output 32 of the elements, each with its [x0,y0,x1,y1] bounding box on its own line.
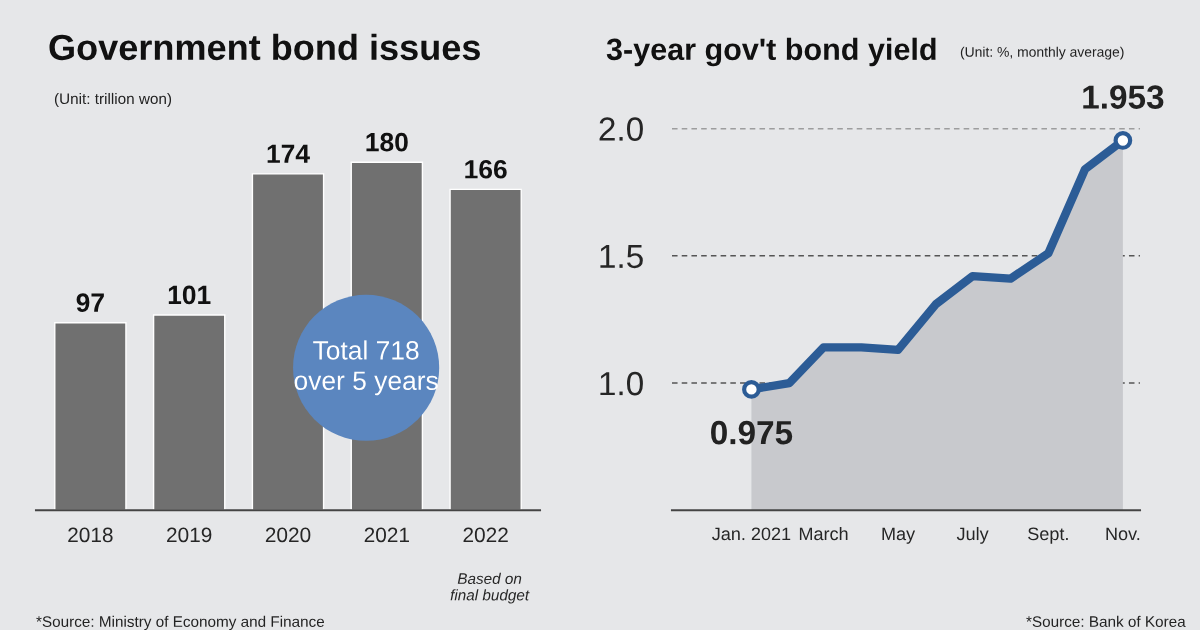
data-label: 180 [366,132,408,152]
y-tick-label: 1.5 [600,244,643,269]
data-label: 174 [267,144,310,163]
bar [449,188,522,511]
chart-title: Government bond issues [49,33,480,61]
data-label: 0.975 [711,420,793,445]
text: *Source: Bank of Korea [1026,615,1186,627]
chart-subtitle: (Unit: %, monthly average) [960,46,1124,60]
text: Based on final budget [450,572,530,604]
x-tick-label: July [956,526,989,544]
x-tick-label: Sept. [1028,527,1068,544]
x-tick-label: May [882,527,916,544]
y-tick-label: 1.0 [600,371,643,396]
data-label: 1.953 [1083,85,1164,109]
x-tick-label: 2019 [167,527,212,543]
y-tick-label: 2.0 [599,117,643,141]
x-tick-label: Jan. 2021 [712,527,791,541]
x-tick-label: 2022 [463,527,508,543]
x-tick-label: Nov. [1106,527,1140,541]
bar [152,314,226,511]
x-tick-label: 2021 [364,527,409,543]
data-label: 166 [465,159,507,179]
data-label: 101 [168,285,211,305]
x-tick-label: 2020 [265,527,311,543]
x-tick-label: March [799,526,848,541]
chart-subtitle: (Unit: trillion won) [54,92,172,108]
data-label: 97 [76,293,104,312]
text: *Source: Ministry of Economy and Finance [36,615,325,630]
annotation: Total 718 over 5 years [294,340,438,396]
bar [54,322,127,511]
x-tick-label: 2018 [68,527,113,543]
chart-title: 3-year gov't bond yield [606,37,936,67]
